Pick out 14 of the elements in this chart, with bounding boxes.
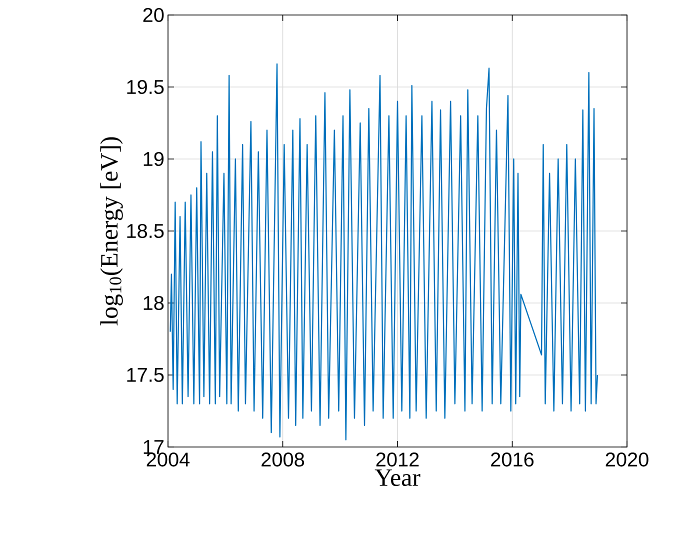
y-axis-title: log$_{10}$(Energy [eV]) xyxy=(100,137,123,326)
y-tick-label: 19.5 xyxy=(127,80,164,94)
x-axis-title: Year xyxy=(374,469,420,486)
y-tick-label: 18 xyxy=(144,296,164,310)
x-tick-label: 2016 xyxy=(491,452,534,467)
y-tick-label: 17.5 xyxy=(127,368,164,382)
x-tick-label: 2008 xyxy=(262,452,304,467)
line-series xyxy=(170,63,598,440)
x-tick-label: 2020 xyxy=(606,452,648,467)
x-tick-label: 2004 xyxy=(146,452,190,467)
y-tick-label: 18.5 xyxy=(127,224,164,238)
y-tick-label: 19 xyxy=(144,152,164,166)
y-tick-label: 20 xyxy=(143,8,164,22)
x-tick-label: 2012 xyxy=(376,452,419,467)
